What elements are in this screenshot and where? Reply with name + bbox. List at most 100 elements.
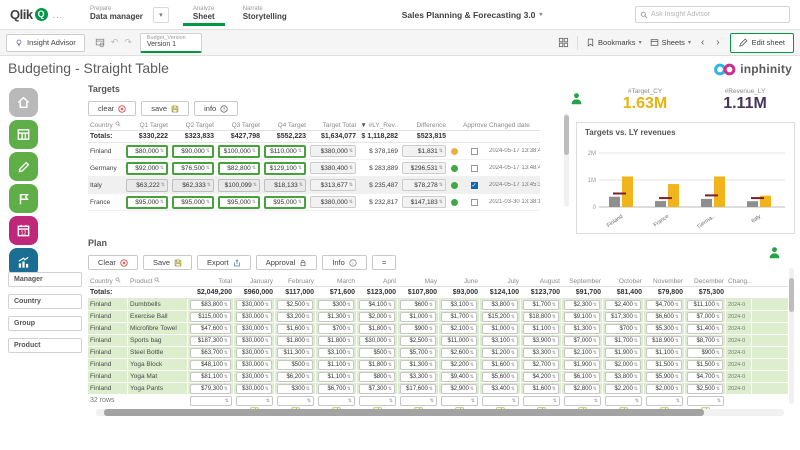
country-cell[interactable]: Finland	[88, 358, 128, 371]
plan-col-february[interactable]: February	[287, 277, 314, 285]
sidebar-icon-flag[interactable]	[9, 184, 38, 213]
stepper-icon[interactable]: ⇅	[264, 313, 269, 320]
stepper-icon[interactable]: ⇅	[511, 397, 516, 404]
stepper-icon[interactable]: ⇅	[346, 385, 351, 392]
stepper-icon[interactable]: ⇅	[305, 361, 310, 368]
plan-value-input[interactable]: $6,600 ⇅	[646, 311, 682, 322]
target-total-input[interactable]: $380,000 ⇅	[310, 145, 356, 157]
stepper-icon[interactable]: ⇅	[205, 199, 210, 205]
stepper-icon[interactable]: ⇅	[387, 301, 392, 308]
stepper-icon[interactable]: ⇅	[633, 349, 638, 356]
insight-search[interactable]	[635, 6, 790, 23]
plan-value-input[interactable]: $1,100 ⇅	[318, 359, 354, 370]
stepper-icon[interactable]: ⇅	[469, 313, 474, 320]
plan-value-input[interactable]: $79,300 ⇅	[190, 383, 231, 394]
stepper-icon[interactable]: ⇅	[469, 337, 474, 344]
stepper-icon[interactable]: ⇅	[428, 349, 433, 356]
plan-new-value-input[interactable]: ⇅	[646, 395, 683, 406]
stepper-icon[interactable]: ⇅	[251, 199, 256, 205]
stepper-icon[interactable]: ⇅	[510, 337, 515, 344]
plan-value-input[interactable]: $3,800 ⇅	[605, 371, 641, 382]
plan-value-input[interactable]: $500 ⇅	[277, 359, 313, 370]
stepper-icon[interactable]: ⇅	[633, 337, 638, 344]
plan-value-input[interactable]: $2,200 ⇅	[605, 383, 641, 394]
plan-export-button[interactable]: Export	[197, 255, 251, 270]
targets-col-Q1 Target[interactable]: Q1 Target	[139, 121, 168, 129]
targets-info-button[interactable]: info?	[194, 101, 239, 116]
stepper-icon[interactable]: ⇅	[264, 337, 269, 344]
stepper-icon[interactable]: ⇅	[715, 325, 720, 332]
plan-value-input[interactable]: $2,600 ⇅	[441, 347, 477, 358]
stepper-icon[interactable]: ⇅	[223, 385, 228, 392]
stepper-icon[interactable]: ⇅	[306, 397, 311, 404]
stepper-icon[interactable]: ⇅	[470, 397, 475, 404]
stepper-icon[interactable]: ⇅	[551, 313, 556, 320]
stepper-icon[interactable]: ⇅	[223, 301, 228, 308]
plan-value-input[interactable]: $11,000 ⇅	[441, 335, 477, 346]
product-cell[interactable]: Steel Bottle	[128, 346, 188, 359]
plan-value-input[interactable]: $1,400 ⇅	[687, 323, 723, 334]
stepper-icon[interactable]: ⇅	[715, 349, 720, 356]
stepper-icon[interactable]: ⇅	[265, 397, 270, 404]
stepper-icon[interactable]: ⇅	[428, 385, 433, 392]
plan-=-button[interactable]: =	[371, 255, 397, 270]
plan-new-value-input[interactable]: ⇅	[441, 395, 478, 406]
country-cell[interactable]: Finland	[88, 322, 128, 335]
plan-value-input[interactable]: $900 ⇅	[400, 323, 436, 334]
plan-value-input[interactable]: $9,100 ⇅	[564, 311, 600, 322]
sidebar-icon-calendar[interactable]: 12	[9, 216, 38, 245]
plan-value-input[interactable]: $3,300 ⇅	[523, 347, 559, 358]
country-cell[interactable]: Finland	[88, 334, 128, 347]
stepper-icon[interactable]: ⇅	[715, 373, 720, 380]
approved-checkbox[interactable]: ✓	[470, 181, 478, 189]
stepper-icon[interactable]: ⇅	[223, 325, 228, 332]
stepper-icon[interactable]: ⇅	[428, 313, 433, 320]
country-cell[interactable]: Finland	[90, 147, 112, 155]
difference-input[interactable]: $147,183 ⇅	[402, 196, 446, 208]
targets-col-Difference[interactable]: Difference	[416, 121, 446, 129]
plan-value-input[interactable]: $2,700 ⇅	[523, 359, 559, 370]
product-cell[interactable]: Microfibre Towel	[128, 322, 188, 335]
plan-value-input[interactable]: $11,300 ⇅	[277, 347, 313, 358]
product-cell[interactable]: Exercise Ball	[128, 310, 188, 323]
plan-value-input[interactable]: $1,500 ⇅	[687, 359, 723, 370]
plan-value-input[interactable]: $1,200 ⇅	[482, 347, 518, 358]
plan-value-input[interactable]: $81,100 ⇅	[190, 371, 231, 382]
plan-value-input[interactable]: $500 ⇅	[359, 347, 395, 358]
edit-sheet-button[interactable]: Edit sheet	[729, 32, 794, 53]
stepper-icon[interactable]: ⇅	[674, 373, 679, 380]
stepper-icon[interactable]: ⇅	[592, 385, 597, 392]
plan-value-input[interactable]: $18,800 ⇅	[523, 311, 559, 322]
sidebar-icon-home[interactable]	[9, 88, 38, 117]
q3-target-input[interactable]: $82,800 ⇅	[218, 161, 260, 175]
stepper-icon[interactable]: ⇅	[159, 199, 164, 205]
stepper-icon[interactable]: ⇅	[510, 313, 515, 320]
stepper-icon[interactable]: ⇅	[251, 165, 256, 171]
sheet-grid-icon[interactable]	[558, 37, 569, 48]
stepper-icon[interactable]: ⇅	[159, 148, 164, 154]
plan-new-value-input[interactable]: ⇅	[190, 395, 232, 406]
stepper-icon[interactable]: ⇅	[346, 325, 351, 332]
plan-value-input[interactable]: $2,300 ⇅	[564, 299, 600, 310]
q1-target-input[interactable]: $63,222 ⇅	[126, 178, 168, 192]
plan-value-input[interactable]: $9,400 ⇅	[441, 371, 477, 382]
plan-value-input[interactable]: $1,800 ⇅	[359, 323, 395, 334]
sidebar-icon-edit[interactable]	[9, 152, 38, 181]
plan-value-input[interactable]: $6,700 ⇅	[318, 383, 354, 394]
plan-value-input[interactable]: $1,100 ⇅	[318, 371, 354, 382]
plan-value-input[interactable]: $1,900 ⇅	[564, 359, 600, 370]
stepper-icon[interactable]: ⇅	[592, 349, 597, 356]
stepper-icon[interactable]: ⇅	[305, 385, 310, 392]
plan-value-input[interactable]: $7,300 ⇅	[359, 383, 395, 394]
country-cell[interactable]: Finland	[88, 346, 128, 359]
plan-value-input[interactable]: $115,000 ⇅	[190, 311, 231, 322]
plan-value-input[interactable]: $1,900 ⇅	[605, 347, 641, 358]
stepper-icon[interactable]: ⇅	[298, 182, 303, 188]
stepper-icon[interactable]: ⇅	[715, 361, 720, 368]
stepper-icon[interactable]: ⇅	[592, 361, 597, 368]
stepper-icon[interactable]: ⇅	[438, 182, 443, 188]
stepper-icon[interactable]: ⇅	[348, 148, 353, 154]
plan-col-chang[interactable]: Chang..	[728, 277, 751, 285]
plan-value-input[interactable]: $3,300 ⇅	[400, 371, 436, 382]
stepper-icon[interactable]: ⇅	[674, 385, 679, 392]
